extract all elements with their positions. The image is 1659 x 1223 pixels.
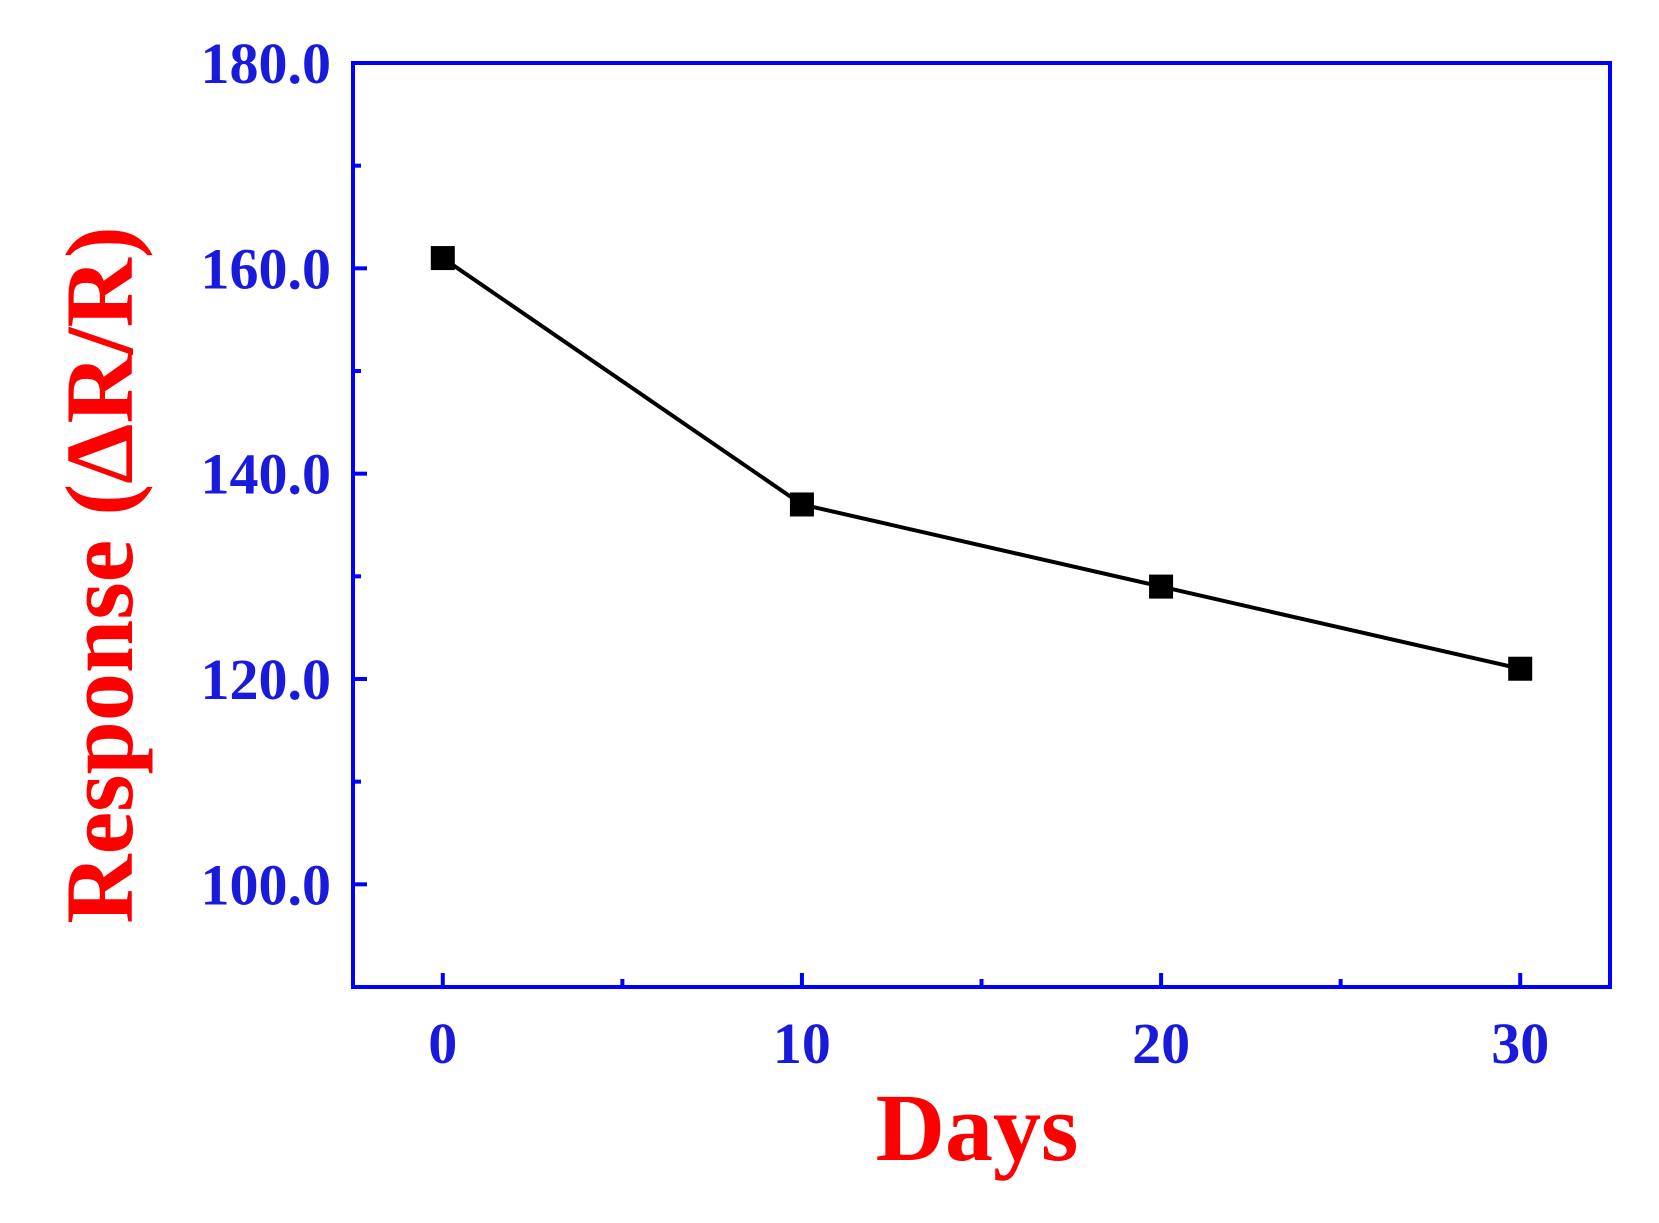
x-tick-label: 30 (1491, 1011, 1549, 1076)
y-axis-title: Response (ΔR/R) (46, 226, 153, 924)
tick-labels: 0 10 20 30 100.0 120.0 140.0 160.0 180.0 (201, 31, 1550, 1076)
data-point-marker (430, 246, 455, 271)
data-point-marker (1508, 656, 1533, 681)
series-line (441, 256, 1521, 671)
x-tick-label: 20 (1132, 1011, 1190, 1076)
x-tick-label: 10 (773, 1011, 831, 1076)
plot-frame (351, 61, 1612, 989)
y-tick-label: 180.0 (201, 31, 332, 96)
series (430, 246, 1533, 681)
x-axis-title: Days (876, 1074, 1079, 1181)
y-tick-label: 120.0 (201, 647, 332, 712)
x-tick-label: 0 (428, 1011, 457, 1076)
y-tick-label: 160.0 (201, 236, 332, 301)
data-point-marker (789, 492, 814, 517)
y-tick-label: 140.0 (201, 442, 332, 507)
plot-frame-border (351, 61, 1612, 989)
y-tick-label: 100.0 (201, 852, 332, 917)
data-point-marker (1149, 574, 1174, 599)
ticks (353, 61, 1523, 987)
